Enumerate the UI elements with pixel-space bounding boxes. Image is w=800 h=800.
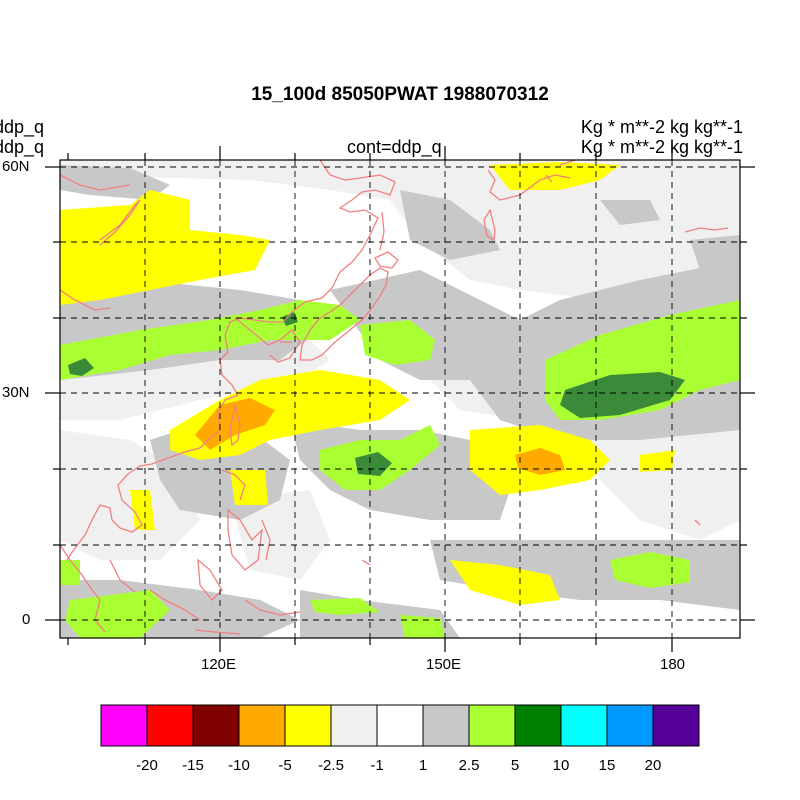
colorbar-tick-label: 5 <box>510 757 520 774</box>
colorbar-tick-label: 1 <box>418 757 428 774</box>
colorbar-tick-label: -1 <box>370 757 384 774</box>
colorbar-swatch <box>468 704 516 747</box>
colorbar-swatch <box>560 704 608 747</box>
colorbar-swatch <box>376 704 424 747</box>
colorbar-swatch <box>238 704 286 747</box>
coastlines <box>60 160 729 635</box>
map-frame <box>59 159 741 639</box>
lat-tick-label-0: 0 <box>22 611 31 628</box>
colorbar-tick-label: -2.5 <box>318 757 344 774</box>
axis-ticks <box>45 146 755 652</box>
colorbar-swatch <box>146 704 194 747</box>
colorbar-swatch <box>652 704 700 747</box>
colorbar-tick-label: 15 <box>598 757 616 774</box>
colorbar-swatch <box>330 704 378 747</box>
left-label-1: ddp_q <box>0 117 45 137</box>
colorbar-tick-label: 10 <box>552 757 570 774</box>
colorbar <box>100 704 700 747</box>
lon-tick-label-180: 180 <box>660 656 686 673</box>
colorbar-tick-label: 2.5 <box>458 757 480 774</box>
lon-tick-label-150e: 150E <box>426 656 462 673</box>
lat-tick-label-60n: 60N <box>2 158 30 175</box>
right-label-2: Kg * m**-2 kg kg**-1 <box>580 137 743 157</box>
map-title: 15_100d 85050PWAT 1988070312 <box>251 84 549 105</box>
colorbar-swatch <box>192 704 240 747</box>
colorbar-tick-label: -5 <box>278 757 292 774</box>
colorbar-swatch <box>100 704 148 747</box>
colorbar-swatch <box>422 704 470 747</box>
colorbar-tick-label: -10 <box>228 757 250 774</box>
lon-tick-label-120e: 120E <box>201 656 237 673</box>
colorbar-tick-label: 20 <box>644 757 662 774</box>
orange-contours <box>195 398 565 475</box>
dark-green-contours <box>68 312 685 476</box>
contour-fill-layer <box>60 160 740 638</box>
lat-tick-label-30n: 30N <box>2 384 30 401</box>
colorbar-tick-label: -15 <box>182 757 204 774</box>
graticule <box>60 160 740 638</box>
colorbar-swatch <box>284 704 332 747</box>
colorbar-swatch <box>606 704 654 747</box>
left-label-2: ddp_q <box>0 137 45 157</box>
right-label-1: Kg * m**-2 kg kg**-1 <box>580 117 743 137</box>
colorbar-tick-label: -20 <box>136 757 158 774</box>
center-label: cont=ddp_q <box>347 137 442 157</box>
colorbar-swatch <box>514 704 562 747</box>
